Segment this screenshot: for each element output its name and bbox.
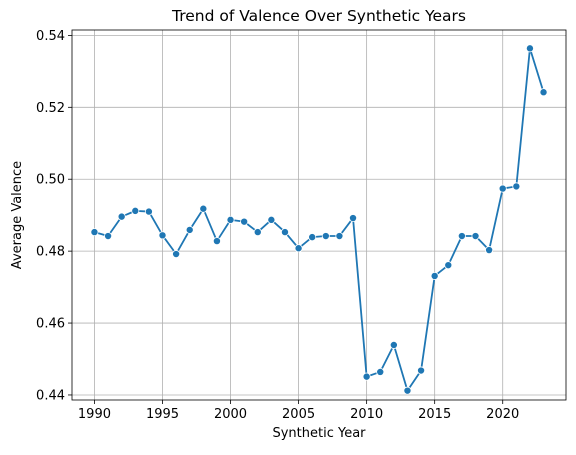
data-point (268, 216, 275, 223)
y-axis-label: Average Valence (10, 161, 25, 269)
data-point (404, 387, 411, 394)
y-tick-label: 0.44 (36, 388, 65, 403)
data-point (200, 205, 207, 212)
data-point (254, 228, 261, 235)
data-point (526, 45, 533, 52)
x-tick-label: 2010 (350, 407, 383, 422)
y-tick-label: 0.50 (36, 173, 65, 188)
data-point (309, 234, 316, 241)
data-point (281, 228, 288, 235)
data-point (336, 232, 343, 239)
data-point (132, 207, 139, 214)
data-point (186, 226, 193, 233)
data-point (104, 232, 111, 239)
data-point (431, 272, 438, 279)
data-point (363, 373, 370, 380)
data-point (118, 213, 125, 220)
x-tick-label: 2020 (486, 407, 519, 422)
x-tick-label: 2015 (418, 407, 451, 422)
data-point (241, 218, 248, 225)
data-point (227, 216, 234, 223)
x-tick-label: 1990 (78, 407, 111, 422)
x-tick-label: 1995 (146, 407, 179, 422)
data-point (472, 232, 479, 239)
x-tick-label: 2005 (282, 407, 315, 422)
data-point (540, 89, 547, 96)
y-tick-label: 0.46 (36, 317, 65, 332)
data-point (145, 208, 152, 215)
data-point (322, 232, 329, 239)
data-point (513, 183, 520, 190)
y-tick-label: 0.54 (36, 29, 65, 44)
data-point (377, 368, 384, 375)
x-axis-label: Synthetic Year (272, 426, 366, 441)
data-point (486, 246, 493, 253)
data-point (213, 237, 220, 244)
y-tick-label: 0.52 (36, 101, 65, 116)
data-point (159, 232, 166, 239)
data-point (417, 367, 424, 374)
data-point (445, 262, 452, 269)
data-point (390, 341, 397, 348)
y-tick-label: 0.48 (36, 245, 65, 260)
x-tick-label: 2000 (214, 407, 247, 422)
chart-title: Trend of Valence Over Synthetic Years (171, 7, 466, 25)
data-point (295, 245, 302, 252)
data-point (349, 214, 356, 221)
data-point (173, 250, 180, 257)
data-point (499, 185, 506, 192)
data-point (91, 228, 98, 235)
data-point (458, 232, 465, 239)
